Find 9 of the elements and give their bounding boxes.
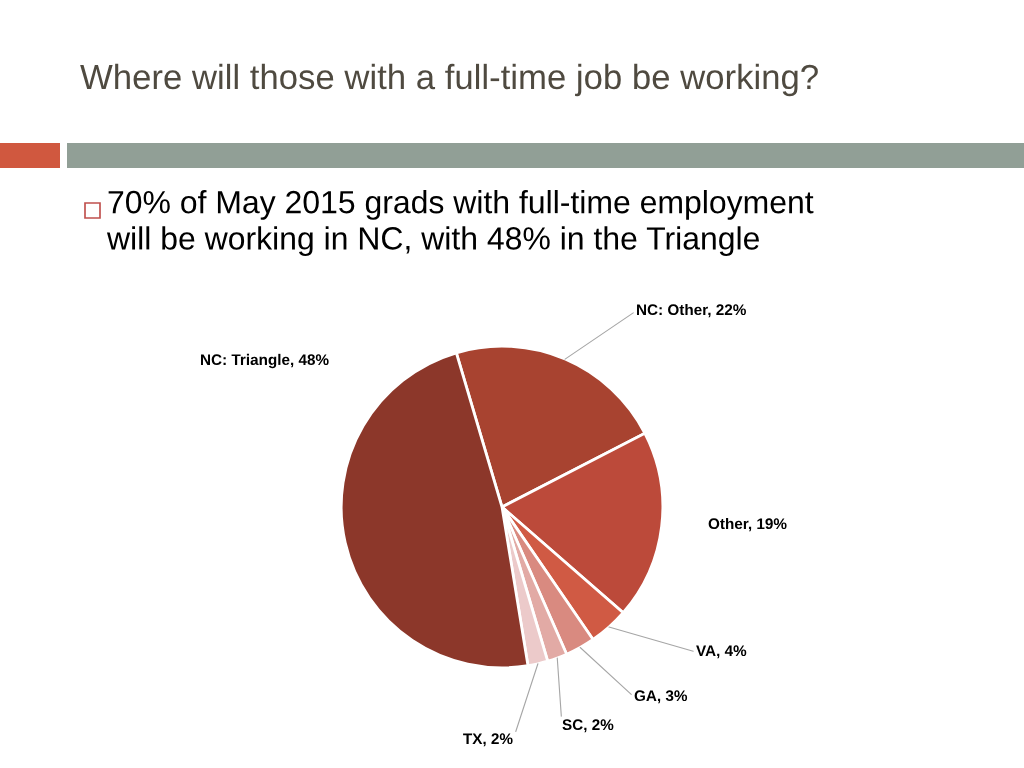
chart-title: Where will those with a full-time job be working? — [80, 63, 818, 97]
slice-label: TX, 2% — [463, 733, 513, 747]
slice-label: NC: Triangle, 48% — [201, 353, 329, 369]
slice-label: VA, 4% — [696, 645, 747, 659]
chart-subtitle: 70% of May 2015 grads with full-time employment will be working in NC, with 48% in the Triangle — [106, 190, 814, 257]
slice-label: GA, 3% — [634, 690, 688, 704]
slice-label: Other, 19% — [708, 517, 787, 532]
slice-label: NC: Other, 22% — [637, 303, 746, 318]
slice-label: SC, 2% — [562, 719, 614, 733]
